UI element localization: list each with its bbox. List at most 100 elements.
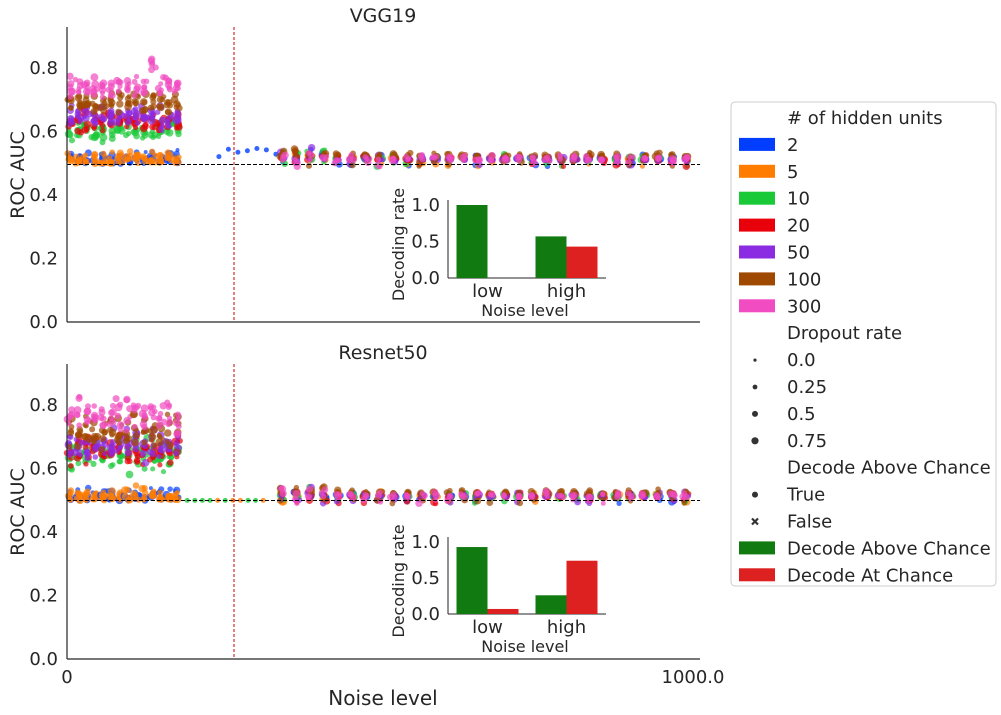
data-point <box>141 489 149 497</box>
inset-y-label: Decoding rate <box>389 524 408 637</box>
data-point <box>149 450 157 458</box>
data-point <box>500 491 507 498</box>
data-point <box>174 79 182 87</box>
data-point <box>108 87 114 93</box>
data-point <box>92 454 99 460</box>
data-point <box>141 423 148 431</box>
inset-x-tick: high <box>547 617 586 638</box>
data-point <box>156 432 163 439</box>
inset-bar <box>456 205 488 278</box>
panel-title: VGG19 <box>350 5 417 27</box>
resnet50-panel: Resnet50 ROC AUC 0.0 0.2 0.4 0.6 0.8 0.0 0.5 1… <box>7 342 724 710</box>
data-point <box>415 499 423 507</box>
scatter-points <box>63 393 692 507</box>
data-point <box>600 500 606 506</box>
legend-label: 50 <box>787 243 810 264</box>
data-point <box>574 498 582 506</box>
y-tick-label: 0.4 <box>29 522 58 543</box>
data-point <box>290 145 299 153</box>
data-point <box>165 115 172 122</box>
data-point <box>668 155 677 163</box>
data-point <box>132 154 140 162</box>
data-point <box>176 154 182 160</box>
legend-items: # of hidden units 2 5 10 20 50 100 300 Dropout r… <box>739 108 991 586</box>
data-point <box>133 431 140 439</box>
data-point <box>148 486 153 491</box>
legend-patch <box>739 164 775 178</box>
data-point <box>66 83 74 91</box>
data-point <box>653 491 660 499</box>
x-tick-label: 1000.0 <box>662 667 725 688</box>
data-point <box>99 94 106 100</box>
legend-label: Decode Above Chance <box>787 538 991 559</box>
data-point <box>683 154 691 162</box>
data-point <box>82 114 90 122</box>
data-point <box>99 122 106 129</box>
data-point <box>614 492 622 500</box>
data-point <box>166 123 172 129</box>
data-point <box>542 489 550 497</box>
data-point <box>305 485 314 493</box>
legend-label: 0.0 <box>787 350 816 371</box>
data-point <box>292 156 298 163</box>
legend-label: 10 <box>787 189 810 210</box>
data-point <box>293 484 300 491</box>
data-point <box>115 88 122 94</box>
data-point <box>150 466 156 472</box>
legend-marker <box>752 491 758 498</box>
data-point <box>117 458 124 465</box>
data-point <box>117 401 124 408</box>
data-point <box>319 154 327 162</box>
inset-y-tick: 0.5 <box>411 232 440 253</box>
data-point <box>244 148 250 154</box>
legend-frame <box>730 101 997 587</box>
data-point <box>141 412 148 419</box>
legend-marker <box>751 437 759 445</box>
data-point <box>141 106 149 114</box>
y-ticks: 0.0 0.2 0.4 0.6 0.8 <box>29 395 58 670</box>
data-point <box>671 492 678 499</box>
data-point <box>173 440 180 447</box>
y-tick-label: 0.6 <box>29 122 58 143</box>
data-point <box>429 154 436 161</box>
data-point <box>108 428 117 437</box>
data-point <box>163 101 171 109</box>
data-point <box>99 421 107 429</box>
inset-bar <box>566 246 598 278</box>
legend-title: Dropout rate <box>787 323 902 344</box>
data-point <box>165 492 173 500</box>
data-point <box>75 93 83 100</box>
legend-patch <box>739 299 775 313</box>
data-point <box>150 103 157 110</box>
data-point <box>364 155 370 162</box>
data-point <box>130 107 138 116</box>
data-point <box>173 100 181 108</box>
data-point <box>67 429 75 437</box>
data-point <box>121 486 129 495</box>
data-point <box>167 486 173 492</box>
legend-marker <box>751 517 759 526</box>
data-point <box>260 497 266 503</box>
data-point <box>174 158 182 166</box>
data-point <box>148 408 156 417</box>
data-point <box>292 489 301 498</box>
data-point <box>516 499 524 507</box>
data-point <box>446 493 453 500</box>
inset-bar <box>566 560 598 614</box>
data-point <box>173 450 180 457</box>
data-point <box>374 491 383 499</box>
data-point <box>613 153 622 161</box>
legend-patch <box>739 272 775 286</box>
data-point <box>333 491 340 497</box>
data-point <box>173 419 181 427</box>
data-point <box>388 157 397 165</box>
data-point <box>156 453 162 460</box>
data-point <box>115 108 123 116</box>
data-point <box>263 147 269 153</box>
data-point <box>157 410 164 417</box>
data-point <box>156 415 163 422</box>
data-point <box>405 493 412 500</box>
inset-y-tick: 0.5 <box>411 568 440 589</box>
data-point <box>82 100 91 109</box>
